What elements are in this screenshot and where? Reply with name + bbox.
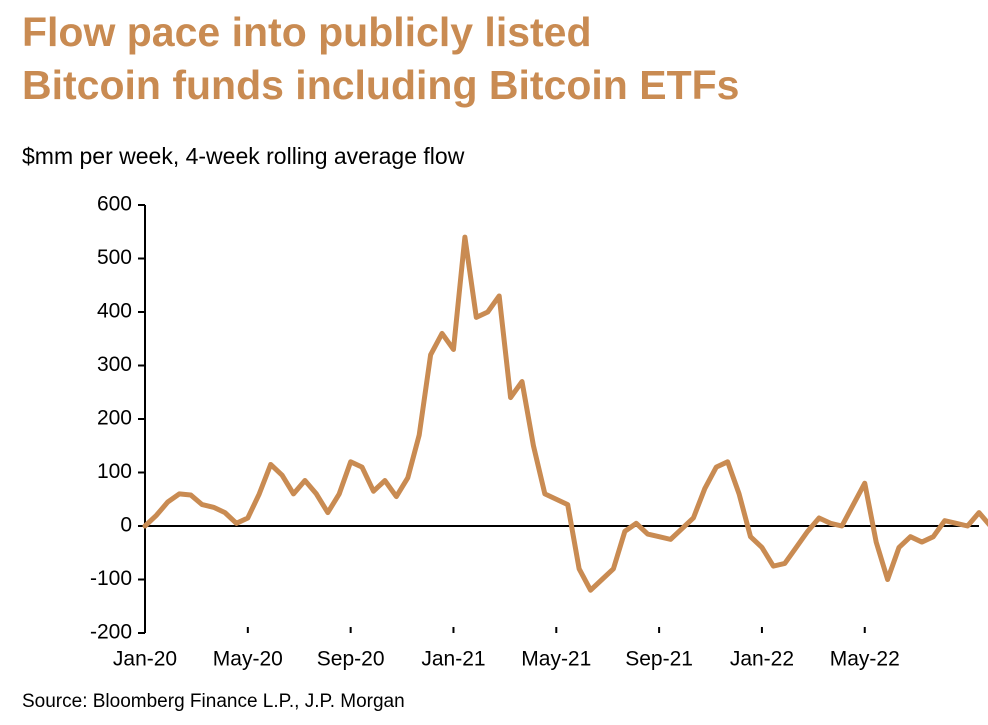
x-tick-label: May-22 <box>830 648 900 671</box>
y-tick-label: 200 <box>97 407 132 430</box>
data-line <box>142 234 988 593</box>
chart-title: Flow pace into publicly listed <box>22 9 592 55</box>
source: Source: Bloomberg Finance L.P., J.P. Mor… <box>22 691 405 712</box>
y-tick-label: 0 <box>120 514 132 537</box>
subtitle: $mm per week, 4-week rolling average flo… <box>22 143 465 169</box>
x-tick-label: May-21 <box>521 648 591 671</box>
y-tick-label: -100 <box>90 567 132 590</box>
y-tick-label: 500 <box>97 246 132 269</box>
x-tick-label: Jan-20 <box>113 648 177 671</box>
chart-title: Bitcoin funds including Bitcoin ETFs <box>22 62 739 108</box>
x-tick-label: Sep-20 <box>317 648 385 671</box>
x-tick-label: May-20 <box>213 648 283 671</box>
y-tick-label: 400 <box>97 300 132 323</box>
x-tick-label: Jan-22 <box>730 648 794 671</box>
y-tick-label: 300 <box>97 353 132 376</box>
y-tick-label: -200 <box>90 621 132 644</box>
x-tick-label: Sep-21 <box>625 648 693 671</box>
x-tick-label: Jan-21 <box>421 648 485 671</box>
y-tick-label: 600 <box>97 193 132 216</box>
y-tick-label: 100 <box>97 460 132 483</box>
